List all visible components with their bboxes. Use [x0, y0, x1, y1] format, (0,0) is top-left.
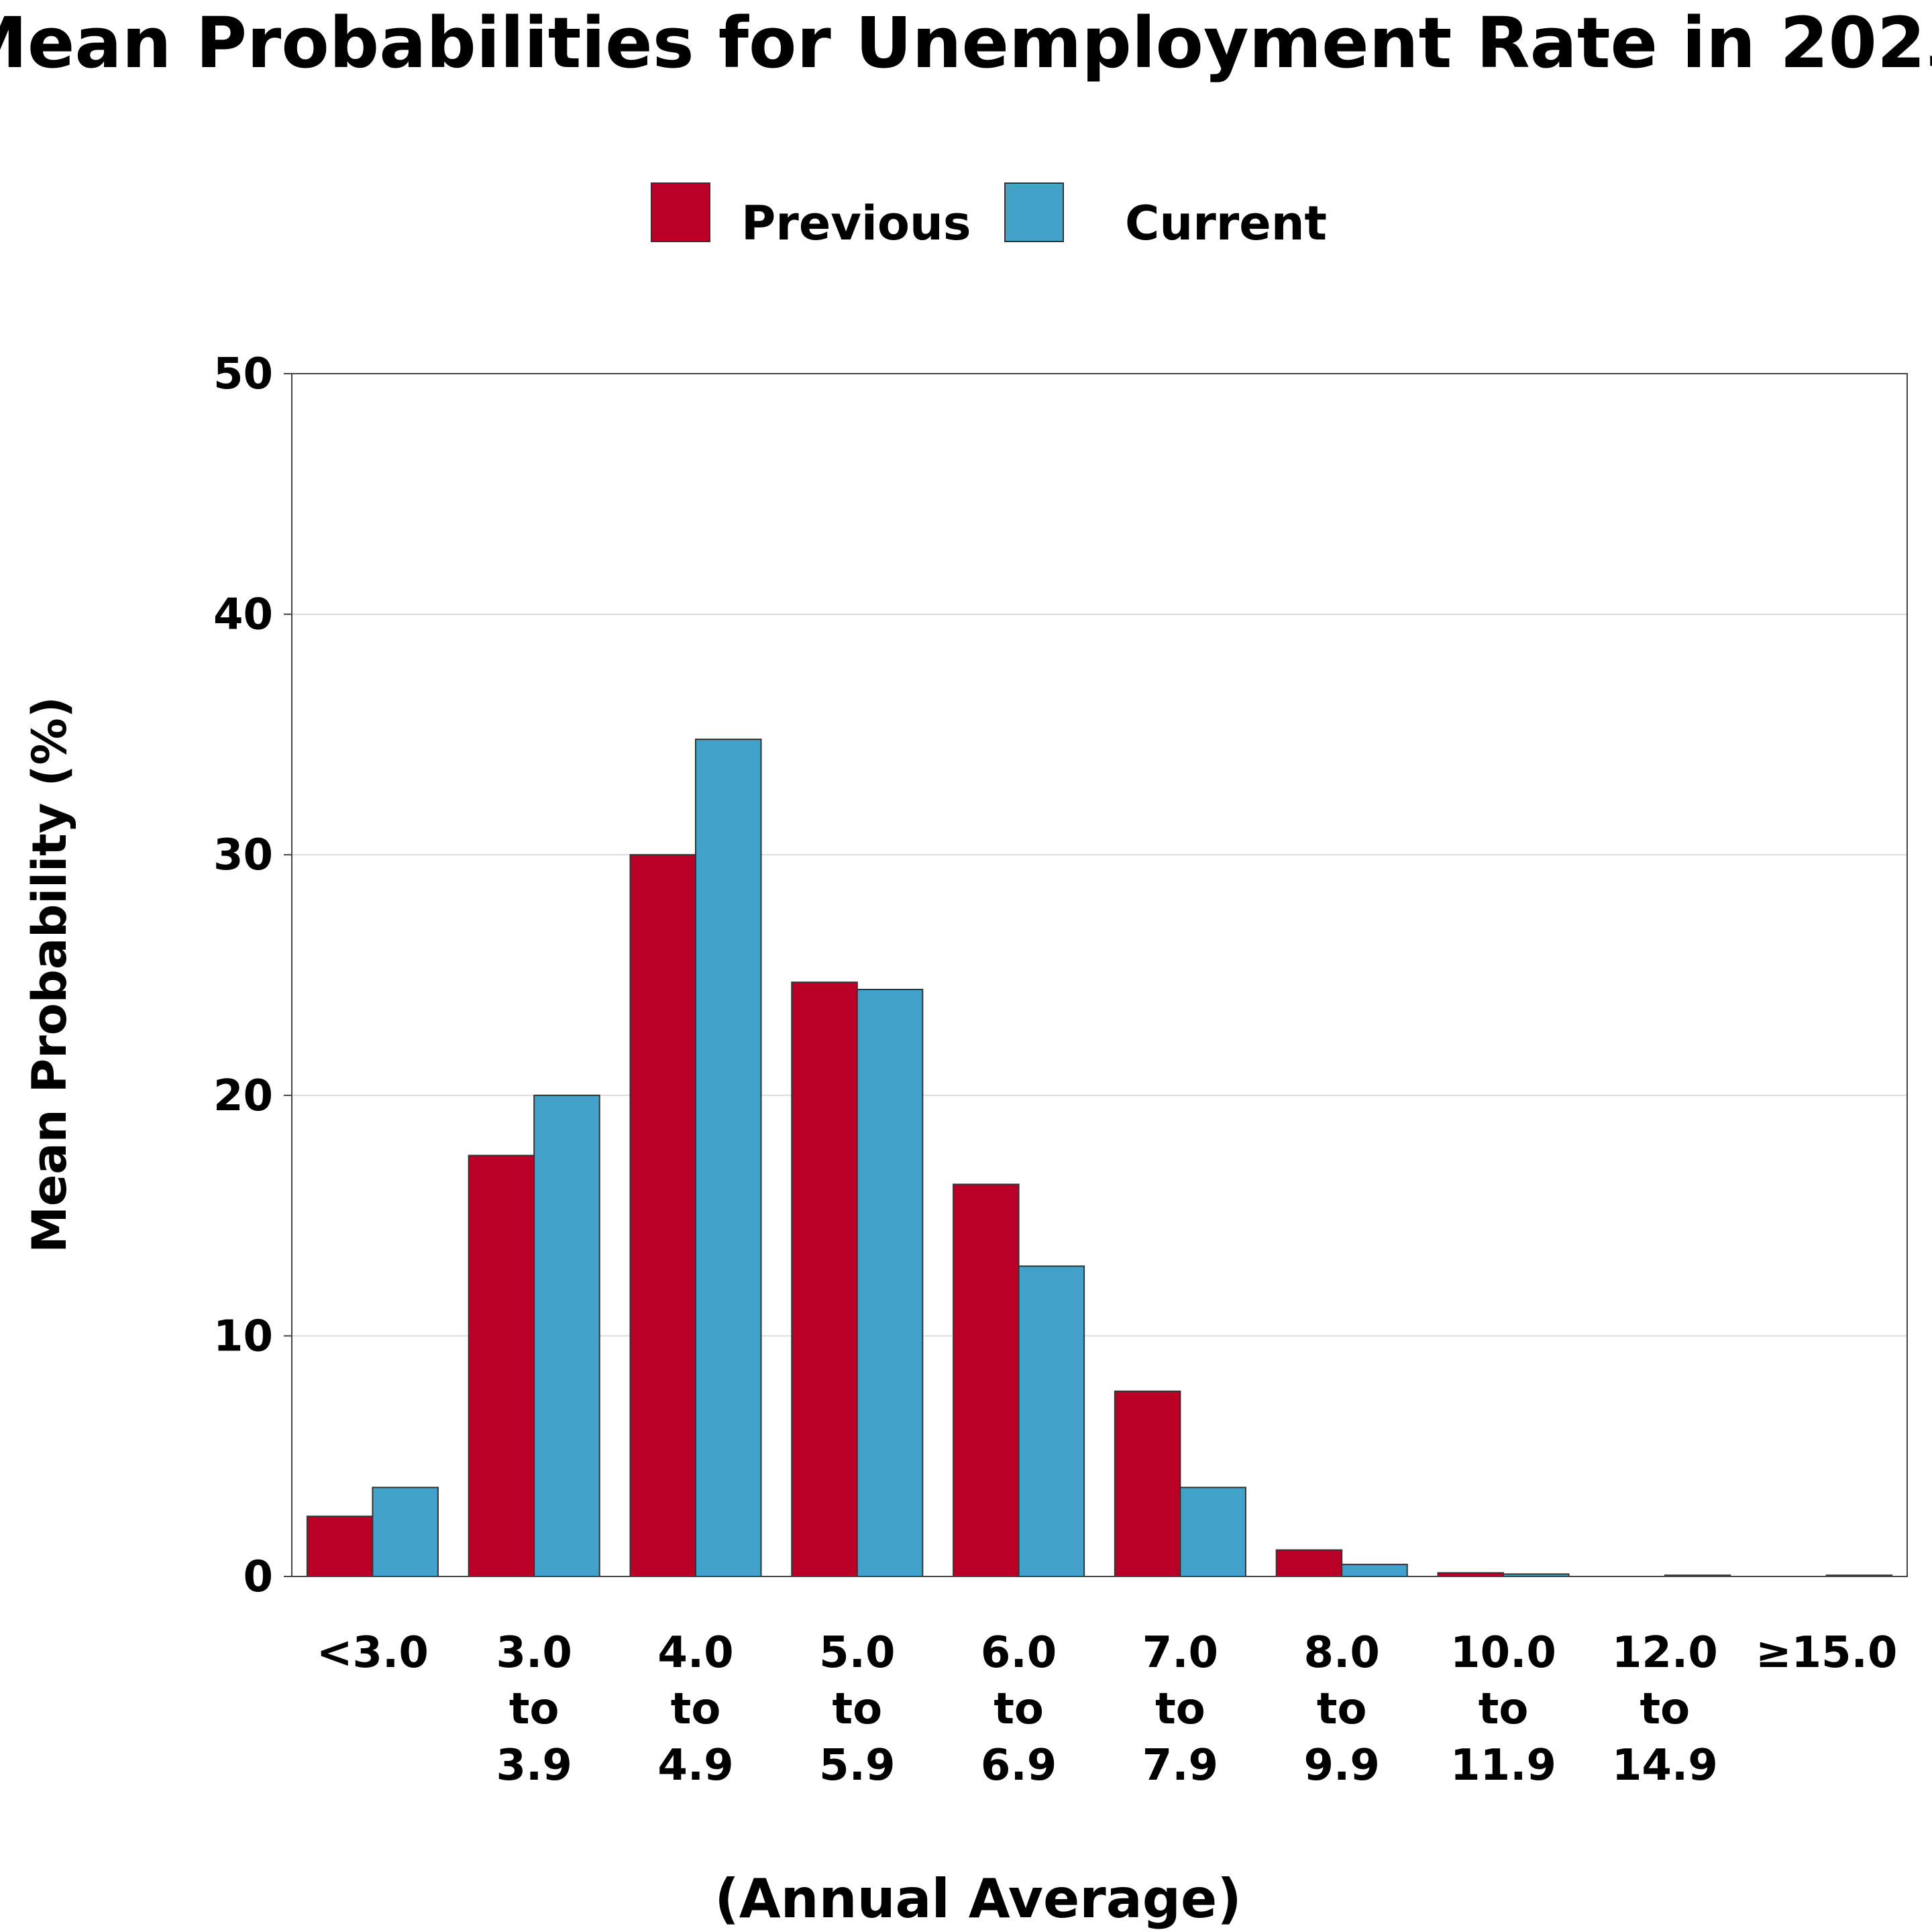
bar-previous — [1275, 1549, 1343, 1577]
y-tick-label: 0 — [243, 1552, 273, 1602]
bar-current — [533, 1094, 600, 1578]
x-tick-label: 4.0 to 4.9 — [657, 1628, 733, 1790]
bar-previous — [953, 1183, 1020, 1578]
x-tick-label: 12.0 to 14.9 — [1612, 1628, 1718, 1790]
y-tick-label: 20 — [213, 1071, 273, 1121]
y-axis-ticks: 0 10 20 30 40 50 — [213, 350, 292, 1602]
y-tick-label: 50 — [213, 350, 273, 399]
legend-label-current: Current — [1125, 196, 1327, 251]
x-tick-label: 8.0 to 9.9 — [1304, 1628, 1380, 1790]
legend: Previous Current — [651, 182, 1327, 251]
bar-current — [695, 739, 762, 1577]
bar-previous — [306, 1515, 374, 1578]
x-axis-ticks: <3.0 3.0 to 3.9 4.0 to 4.9 5.0 to 5.9 6.0 to 6.9 7.0 t… — [317, 1628, 1897, 1790]
chart-title: Mean Probabilities for Unemployment Rate… — [0, 2, 1932, 84]
legend-swatch-current — [1004, 182, 1064, 242]
bars — [306, 739, 1893, 1578]
x-tick-label: 10.0 to 11.9 — [1450, 1628, 1556, 1790]
plot-frame — [291, 373, 1908, 1577]
bar-current — [1179, 1487, 1246, 1578]
x-tick-label: ≥15.0 — [1756, 1628, 1898, 1678]
bar-current — [1018, 1265, 1085, 1577]
legend-label-previous: Previous — [741, 196, 971, 251]
y-tick-label: 40 — [213, 590, 273, 640]
y-tick-label: 10 — [213, 1311, 273, 1361]
x-axis-label: (Annual Average) — [714, 1868, 1242, 1930]
x-tick-label: <3.0 — [317, 1628, 429, 1678]
bar-current — [1341, 1564, 1408, 1578]
y-tick-label: 30 — [213, 830, 273, 880]
legend-swatch-previous — [651, 182, 710, 242]
bar-previous — [791, 981, 858, 1578]
x-tick-label: 6.0 to 6.9 — [981, 1628, 1057, 1790]
bar-previous — [468, 1155, 535, 1577]
y-axis-label: Mean Probability (%) — [22, 696, 77, 1253]
bar-current — [856, 989, 924, 1577]
bar-previous — [629, 854, 697, 1577]
x-tick-label: 7.0 to 7.9 — [1142, 1628, 1218, 1790]
bar-current — [372, 1487, 439, 1578]
x-tick-label: 5.0 to 5.9 — [819, 1628, 895, 1790]
bar-previous — [1114, 1390, 1181, 1577]
x-tick-label: 3.0 to 3.9 — [496, 1628, 572, 1790]
